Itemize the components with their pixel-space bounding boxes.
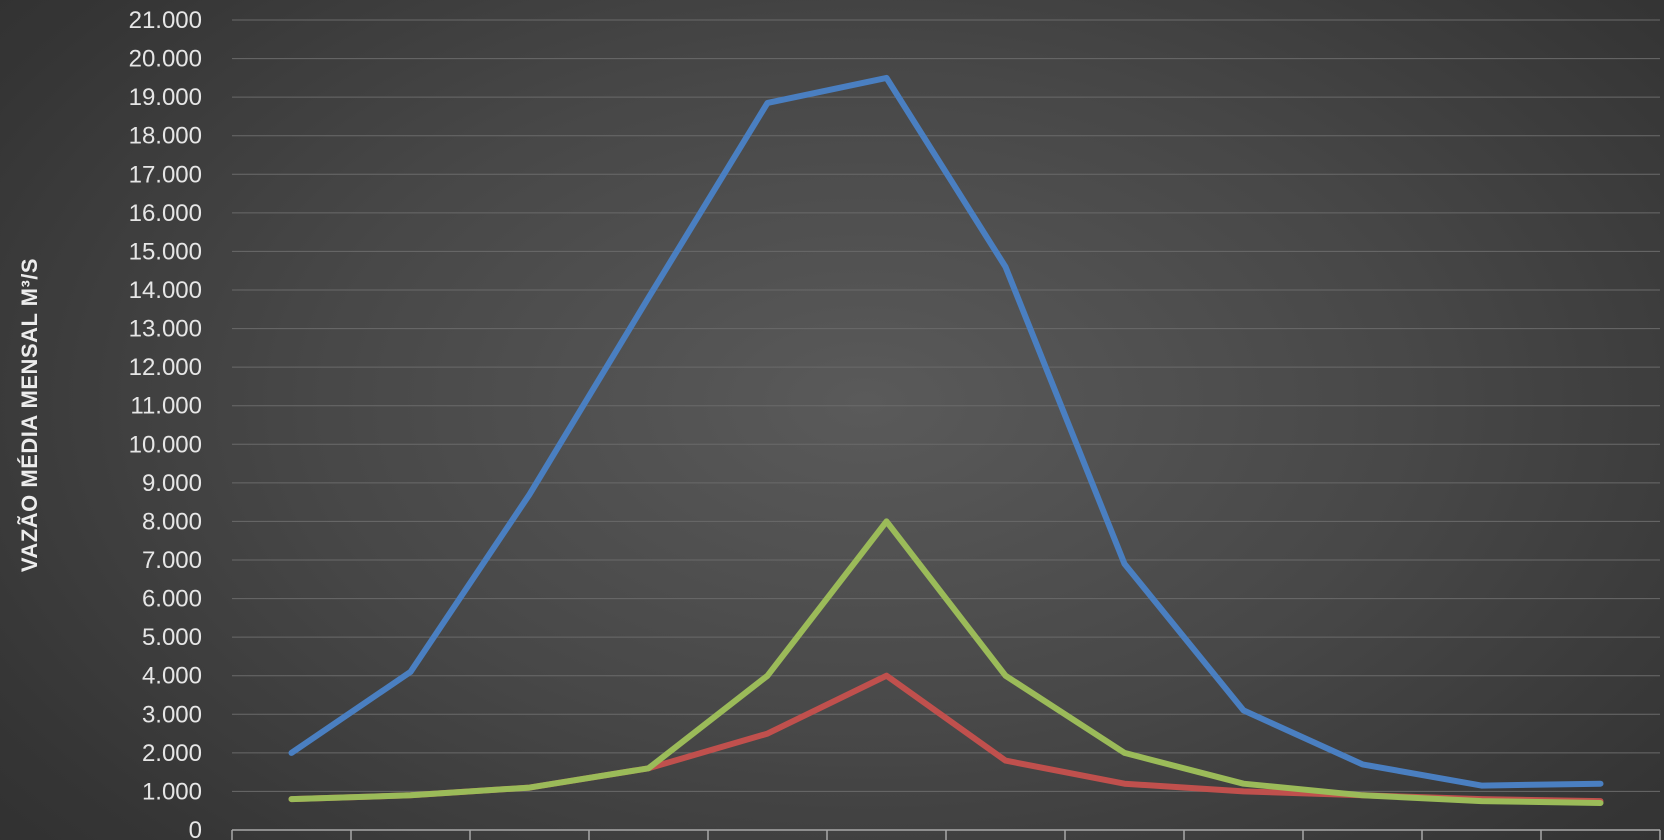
y-tick-label: 9.000: [142, 470, 202, 497]
y-tick-label: 21.000: [129, 7, 202, 34]
y-tick-label: 15.000: [129, 238, 202, 265]
x-axis: [231, 829, 1661, 840]
series-lines: [288, 74, 1604, 806]
y-tick-label: 8.000: [142, 508, 202, 535]
y-tick-label: 19.000: [129, 84, 202, 111]
y-tick-label: 16.000: [129, 200, 202, 227]
y-tick-label: 2.000: [142, 740, 202, 767]
y-tick-label: 12.000: [129, 354, 202, 381]
y-tick-label: 17.000: [129, 161, 202, 188]
y-tick-label: 5.000: [142, 624, 202, 651]
y-tick-label: 1.000: [142, 778, 202, 805]
y-tick-label: 6.000: [142, 586, 202, 613]
y-tick-label: 4.000: [142, 663, 202, 690]
y-tick-label: 11.000: [130, 393, 202, 420]
y-tick-label: 3.000: [142, 701, 202, 728]
y-tick-label: 14.000: [129, 277, 202, 304]
y-tick-label: 20.000: [129, 46, 202, 73]
y-tick-label: 10.000: [129, 431, 202, 458]
y-tick-label: 13.000: [129, 316, 202, 343]
y-tick-label: 7.000: [142, 547, 202, 574]
y-axis-title: VAZÃO MÉDIA MENSAL M³/S: [17, 258, 42, 572]
y-tick-label: 18.000: [129, 123, 202, 150]
y-axis-ticks: 0 1.000 2.000 3.000 4.000 5.000 6.000 7.000 8.00…: [129, 7, 202, 840]
gridlines: [232, 19, 1660, 792]
series-line-1: [288, 74, 1604, 789]
series-line-3: [288, 518, 1604, 806]
series-line-2: [288, 672, 1604, 805]
y-tick-label: 0: [189, 817, 202, 840]
